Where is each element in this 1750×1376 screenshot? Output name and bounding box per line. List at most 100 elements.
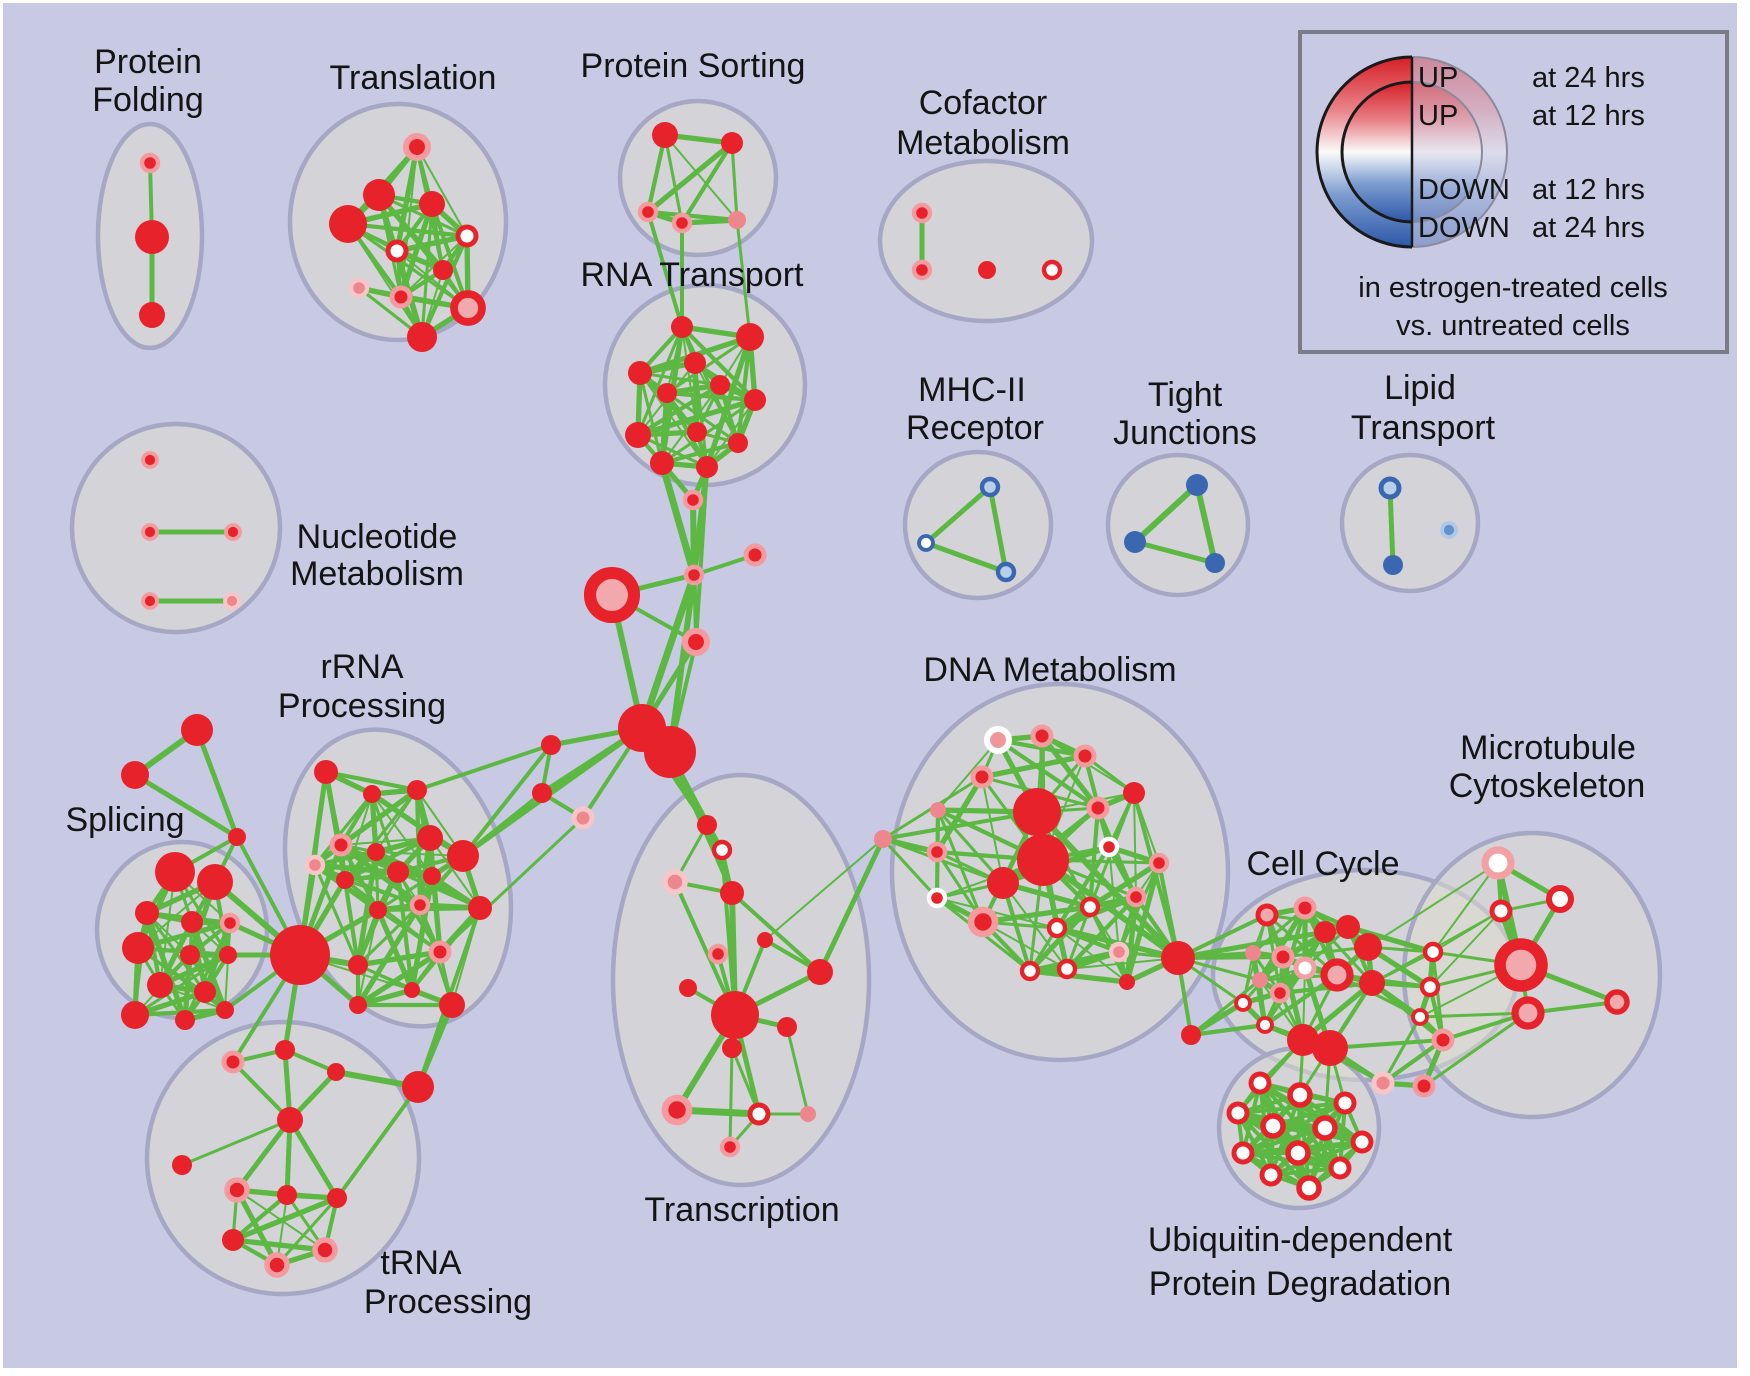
interaction-edge (936, 897, 1058, 929)
interaction-edge (1328, 1038, 1445, 1050)
gene-node-red (687, 422, 707, 442)
cluster-lipid-boundary (1339, 452, 1481, 594)
interaction-edge (639, 372, 708, 468)
gene-node-red (807, 959, 833, 985)
interaction-edge (658, 459, 698, 579)
gene-node-red (219, 946, 237, 964)
gene-node-red-ring-white (1328, 1156, 1352, 1180)
gene-node-red (625, 422, 651, 448)
gene-node-red-ring-white (747, 1102, 771, 1126)
gene-node-pink-ring-pink (662, 869, 688, 895)
cluster-protein_folding-label: Folding (92, 81, 204, 119)
gene-node-pink-ring-red (967, 906, 999, 938)
gene-node-red (744, 389, 766, 411)
cluster-lipid-label: Transport (1351, 409, 1496, 447)
cluster-protein_sorting-label: Protein Sorting (581, 47, 806, 85)
gene-node-pink-ring-red (1431, 1028, 1455, 1052)
gene-node-red (348, 955, 368, 975)
gene-node-red (541, 735, 561, 755)
interaction-edge (1367, 862, 1499, 948)
gene-node-red (696, 456, 718, 478)
cluster-cofactor-label: Metabolism (896, 124, 1070, 162)
gene-node-red-ring-white (1226, 1101, 1250, 1125)
gene-node-red (978, 261, 996, 279)
gene-node-red (172, 1155, 192, 1175)
gene-node-pink (1245, 945, 1261, 961)
interaction-edge (730, 891, 822, 974)
interaction-edge (1188, 1022, 1268, 1038)
interaction-edge (396, 870, 482, 910)
gene-node-pink-ring-red (221, 1050, 245, 1074)
gene-node-pink-ring-red (719, 1136, 741, 1158)
gene-node-pink-ring-red (926, 841, 948, 863)
gene-node-white-ring-pink (983, 725, 1013, 755)
interaction-edge (1194, 482, 1218, 566)
gene-node-red-ring-pink (1255, 903, 1279, 927)
interaction-edge (1087, 904, 1130, 985)
gene-node-red (650, 451, 674, 475)
interaction-edge (659, 440, 741, 466)
interaction-edge (1345, 924, 1436, 955)
gene-node-pink-ring-red (1148, 852, 1170, 874)
interaction-edge (735, 334, 753, 446)
gene-node-red (468, 896, 492, 920)
cluster-trna-label: Processing (364, 1283, 532, 1321)
interaction-edge (704, 334, 753, 470)
interaction-edge (1281, 945, 1370, 959)
interaction-edge (371, 793, 433, 877)
gene-node-red (532, 783, 552, 803)
interaction-edge (1056, 927, 1128, 983)
interaction-edge (1034, 809, 1181, 961)
interaction-edge (335, 1085, 420, 1200)
interaction-edge (429, 837, 481, 909)
interaction-edge (415, 743, 553, 792)
gene-node-pink-ring-red (1086, 796, 1110, 820)
cluster-cofactor-label: Cofactor (919, 84, 1048, 122)
gene-node-pink-ring-red (911, 259, 933, 281)
gene-node-red-ring-white (1312, 1115, 1338, 1141)
gene-node-pink-ring-red (1412, 1074, 1436, 1098)
cluster-cofactor-boundary (877, 158, 1095, 324)
interaction-edge (1418, 1011, 1530, 1019)
gene-node-red-ring-white (385, 239, 409, 263)
legend-row-2-direction: DOWN (1418, 174, 1510, 206)
interaction-edge (730, 1046, 761, 1116)
cluster-protein_folding-label: Protein (94, 43, 202, 81)
interaction-edge (923, 484, 993, 546)
cluster-transcription-label: Transcription (644, 1191, 839, 1229)
gene-node-pink-ring-red (312, 1237, 338, 1263)
cluster-rna_transport-label: RNA Transport (581, 256, 805, 294)
interaction-edge (923, 540, 1009, 575)
legend: UP at 24 hrs UP at 12 hrs DOWN at 12 hrs DOWN a… (1298, 30, 1729, 354)
cluster-dna-label: DNA Metabolism (923, 651, 1176, 689)
gene-node-red (1181, 1025, 1201, 1045)
interaction-edge (1380, 1037, 1446, 1086)
interaction-edge (995, 737, 1101, 811)
gene-node-red (720, 881, 744, 905)
legend-row-0-time: at 24 hrs (1532, 62, 1645, 94)
legend-row-0-direction: UP (1418, 62, 1458, 94)
gene-node-red (121, 761, 149, 789)
gene-node-red (657, 383, 677, 403)
gene-node-pink-ring-red (139, 152, 161, 174)
cluster-trna-label: tRNA (380, 1244, 462, 1282)
interaction-edge (133, 953, 230, 1017)
interaction-edge (355, 949, 443, 968)
interaction-edge (636, 325, 684, 437)
interaction-edge (673, 880, 737, 1017)
gene-node-pink-ring-pink (304, 854, 326, 876)
interaction-edge (323, 769, 420, 793)
gene-node-pink-ring-red (264, 1252, 290, 1278)
gene-node-red (1287, 1024, 1319, 1056)
interaction-edge (343, 788, 419, 882)
interaction-edge (717, 382, 741, 446)
gene-node-pink-ring-red (141, 592, 159, 610)
gene-node-blue-ring-white (917, 534, 935, 552)
legend-glyph-faded-half (1412, 56, 1508, 248)
interaction-edge (376, 908, 442, 954)
gene-node-red (387, 861, 409, 883)
gene-node-pink-ring-red (329, 833, 353, 857)
gene-node-red-ring-white (1296, 1175, 1322, 1201)
cluster-microtubule-label: Cytoskeleton (1449, 767, 1646, 805)
